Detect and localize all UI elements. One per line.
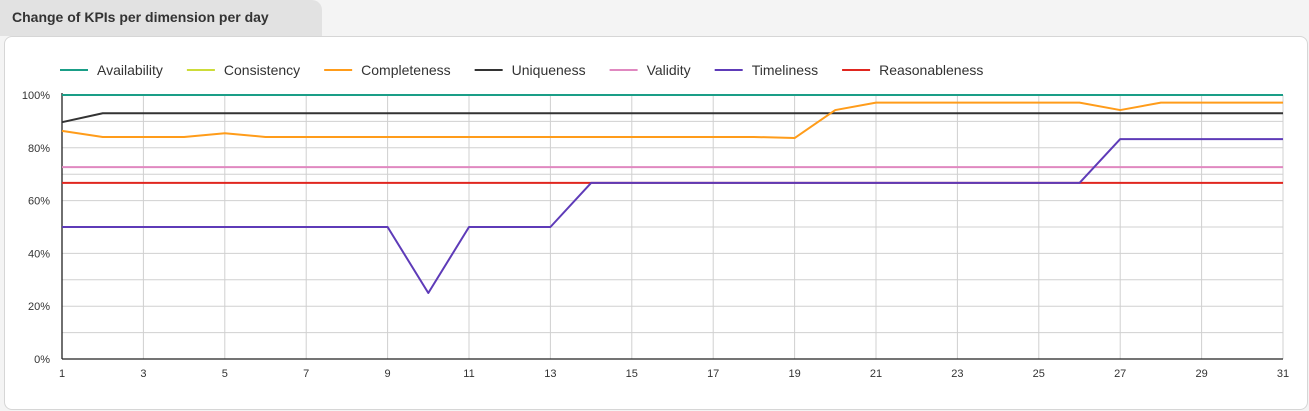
x-tick-label: 29 [1195, 368, 1207, 380]
legend-item-validity[interactable]: Validity [609, 62, 691, 78]
x-tick-label: 19 [788, 368, 800, 380]
y-tick-label: 100% [22, 90, 50, 102]
legend-label: Uniqueness [512, 62, 586, 78]
x-tick-label: 13 [544, 368, 556, 380]
legend-label: Reasonableness [879, 62, 983, 78]
chart-title-tab: Change of KPIs per dimension per day [0, 0, 322, 36]
y-tick-label: 0% [34, 354, 50, 366]
legend-label: Validity [647, 62, 691, 78]
legend-label: Completeness [361, 62, 451, 78]
x-tick-label: 31 [1277, 368, 1289, 380]
chart-title: Change of KPIs per dimension per day [12, 9, 269, 25]
series-line-uniqueness [61, 112, 1283, 124]
x-tick-label: 1 [59, 368, 65, 380]
legend-item-timeliness[interactable]: Timeliness [714, 62, 818, 78]
legend-item-availability[interactable]: Availability [60, 62, 163, 78]
series-line-timeliness [62, 138, 1283, 294]
legend-label: Availability [97, 62, 163, 78]
x-tick-label: 5 [222, 368, 228, 380]
x-tick-label: 21 [870, 368, 882, 380]
y-tick-label: 40% [28, 248, 50, 260]
legend-item-completeness[interactable]: Completeness [324, 62, 451, 78]
x-tick-label: 23 [951, 368, 963, 380]
y-tick-label: 80% [28, 143, 50, 155]
x-tick-label: 11 [463, 368, 474, 380]
x-tick-label: 15 [626, 368, 638, 380]
x-tick-label: 17 [707, 368, 719, 380]
legend-item-consistency[interactable]: Consistency [186, 62, 300, 78]
y-tick-label: 60% [28, 196, 50, 208]
legend-item-reasonableness[interactable]: Reasonableness [842, 62, 983, 78]
series-line-completeness [61, 101, 1283, 140]
legend-label: Timeliness [752, 62, 818, 78]
x-tick-label: 25 [1033, 368, 1045, 380]
chart-card [4, 36, 1308, 410]
x-tick-label: 9 [385, 368, 391, 380]
legend-label: Consistency [224, 62, 300, 78]
legend-item-uniqueness[interactable]: Uniqueness [474, 62, 586, 78]
x-tick-label: 3 [140, 368, 146, 380]
x-tick-label: 7 [303, 368, 309, 380]
y-tick-label: 20% [28, 301, 50, 313]
x-tick-label: 27 [1114, 368, 1126, 380]
